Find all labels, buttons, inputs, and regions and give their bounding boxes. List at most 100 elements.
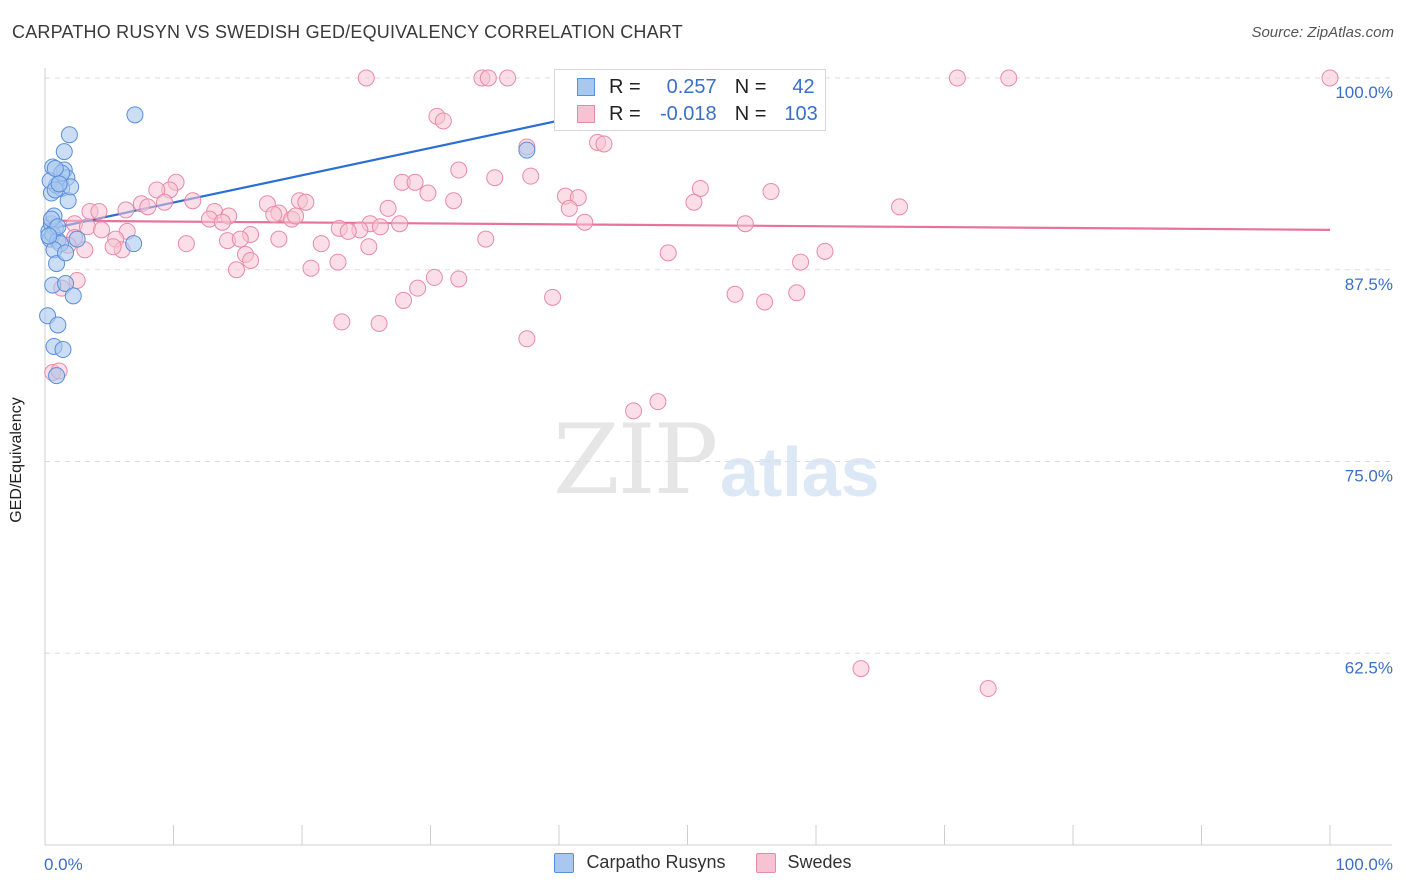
swedes-point: [93, 221, 111, 239]
y-tick-label: 100.0%: [1335, 83, 1393, 102]
swedes-point: [659, 244, 677, 262]
legend-item-carpatho-rusyns[interactable]: Carpatho Rusyns: [554, 852, 726, 873]
swedes-point: [816, 242, 834, 260]
swedes-point: [691, 179, 709, 197]
swedes-point: [445, 192, 463, 210]
carpatho-rusyns-point: [57, 275, 75, 293]
swedes-point: [184, 192, 202, 210]
swedes-point: [948, 69, 966, 87]
swedes-point: [287, 207, 305, 225]
y-tick-label: 62.5%: [1345, 658, 1393, 677]
swedes-point: [625, 402, 643, 420]
swedes-point: [265, 206, 283, 224]
swedes-point: [576, 213, 594, 231]
swedes-point: [139, 198, 157, 216]
swedes-point: [852, 660, 870, 678]
swedes-point: [479, 69, 497, 87]
swedes-point: [270, 230, 288, 248]
carpatho-rusyns-point: [518, 141, 536, 159]
swedes-point: [302, 259, 320, 277]
swedes-point: [90, 202, 108, 220]
y-tick-label: 87.5%: [1345, 275, 1393, 294]
x-tick-label: 0.0%: [44, 855, 83, 874]
swedes-point: [756, 293, 774, 311]
y-tick-label: 75.0%: [1345, 467, 1393, 486]
carpatho-rusyns-point: [40, 227, 58, 245]
swedes-point: [486, 169, 504, 187]
legend-r-label: R =: [609, 102, 641, 125]
legend-r-value: 0.257: [666, 75, 717, 98]
legend-n-value: 103: [784, 102, 818, 125]
legend-n-value: 42: [792, 75, 815, 98]
swedes-point: [406, 173, 424, 191]
swedes-point: [518, 330, 536, 348]
swedes-point: [117, 201, 135, 219]
swedes-point: [499, 69, 517, 87]
source-label: Source: ZipAtlas.com: [1251, 24, 1394, 41]
legend-swatch-blue: [554, 852, 575, 873]
legend-swatch-pink: [755, 852, 776, 873]
swedes-point: [391, 215, 409, 233]
swedes-point: [1321, 69, 1339, 87]
legend-r-value: -0.018: [659, 102, 717, 125]
swedes-point: [148, 181, 166, 199]
carpatho-rusyns-points: [39, 106, 536, 385]
swedes-point: [1000, 69, 1018, 87]
carpatho-rusyns-point: [60, 126, 78, 144]
swedes-point: [242, 252, 260, 270]
x-tick-label: 100.0%: [1335, 855, 1393, 874]
swedes-point: [522, 167, 540, 185]
chart-title: CARPATHO RUSYN VS SWEDISH GED/EQUIVALENC…: [12, 22, 683, 42]
watermark-zip: ZIP: [553, 404, 718, 516]
carpatho-rusyns-point: [64, 287, 82, 305]
swedes-points: [44, 69, 1339, 698]
swedes-point: [227, 261, 245, 279]
swedes-point: [560, 199, 578, 217]
swedes-point: [685, 193, 703, 211]
swedes-point: [409, 279, 427, 297]
legend-swatch-blue: [577, 78, 595, 96]
legend-r-label: R =: [609, 75, 641, 98]
swedes-point: [649, 393, 667, 411]
swedes-point: [979, 680, 997, 698]
carpatho-rusyns-point: [46, 160, 64, 178]
trend-lines: [44, 116, 1331, 231]
swedes-point: [395, 291, 413, 309]
carpatho-rusyns-point: [50, 175, 68, 193]
carpatho-rusyns-point: [126, 106, 144, 124]
watermark-atlas: atlas: [720, 433, 880, 511]
legend-label-carpatho-rusyns: Carpatho Rusyns: [586, 852, 726, 872]
swedes-point: [177, 235, 195, 253]
legend-swatch-pink: [577, 105, 595, 123]
carpatho-rusyns-point: [68, 230, 86, 248]
swedes-point: [450, 270, 468, 288]
swedes-point: [379, 199, 397, 217]
swedes-point: [156, 193, 174, 211]
carpatho-rusyns-point: [59, 192, 77, 210]
legend-item-swedes[interactable]: Swedes: [755, 852, 852, 873]
swedes-point: [891, 198, 909, 216]
swedes-point: [231, 230, 249, 248]
swedes-point: [595, 135, 613, 153]
series-legend: Carpatho Rusyns Swedes: [0, 852, 1406, 873]
swedes-point: [297, 193, 315, 211]
legend-row-carpatho: R = 0.257 N = 42: [577, 75, 815, 99]
legend-n-label: N =: [734, 75, 767, 98]
swedes-point: [726, 285, 744, 303]
swedes-point: [333, 313, 351, 331]
swedes-point: [450, 161, 468, 179]
carpatho-rusyns-point: [54, 341, 72, 359]
swedes-point: [104, 238, 122, 256]
x-tick-labels: 0.0% 100.0%: [44, 855, 1393, 874]
swedes-point: [419, 184, 437, 202]
swedes-point: [339, 222, 357, 240]
carpatho-rusyns-point: [57, 244, 75, 262]
gridlines: [45, 77, 1392, 654]
carpatho-rusyns-point: [55, 143, 73, 161]
swedes-point: [213, 213, 231, 231]
swedes-trend-line: [44, 219, 1331, 231]
legend-row-swedes: R = -0.018 N = 103: [577, 102, 818, 126]
swedes-point: [544, 288, 562, 306]
carpatho-rusyns-point: [125, 235, 143, 253]
